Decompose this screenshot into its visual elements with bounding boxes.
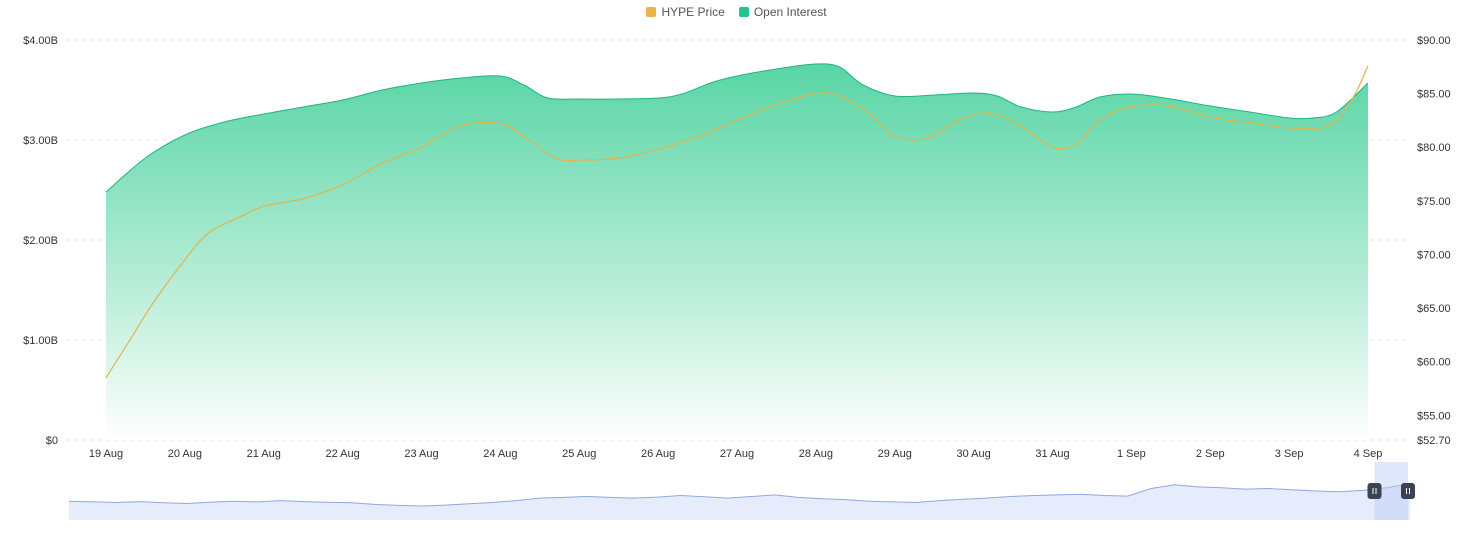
x-tick-label: 22 Aug [325, 448, 359, 460]
x-tick-label: 19 Aug [89, 448, 123, 460]
x-tick-label: 1 Sep [1117, 448, 1146, 460]
x-tick-label: 4 Sep [1354, 448, 1383, 460]
y-axis-right: $52.70 $55.00 $60.00 $65.00 $70.00 $75.00 $80.… [1417, 35, 1451, 447]
x-tick-label: 23 Aug [404, 448, 438, 460]
x-tick-label: 20 Aug [168, 448, 202, 460]
x-tick-label: 27 Aug [720, 448, 754, 460]
y-right-tick-label: $80.00 [1417, 142, 1451, 154]
y-left-tick-label: $1.00B [23, 335, 58, 347]
navigator-area [69, 483, 1410, 520]
plot-area [105, 63, 1369, 440]
x-tick-label: 30 Aug [956, 448, 990, 460]
y-right-tick-label: $75.00 [1417, 196, 1451, 208]
x-tick-label: 3 Sep [1275, 448, 1304, 460]
y-right-tick-label: $85.00 [1417, 89, 1451, 101]
y-right-tick-label: $65.00 [1417, 303, 1451, 315]
chart-legend: HYPE Price Open Interest [0, 5, 1473, 19]
legend-swatch-open-interest [738, 7, 749, 17]
y-axis-left: $0 $1.00B $2.00B $3.00B $4.00B [23, 35, 58, 447]
x-tick-label: 21 Aug [247, 448, 281, 460]
x-tick-label: 25 Aug [562, 448, 596, 460]
y-left-tick-label: $2.00B [23, 235, 58, 247]
x-tick-label: 2 Sep [1196, 448, 1225, 460]
legend-label-open-interest: Open Interest [753, 5, 827, 19]
x-tick-label: 26 Aug [641, 448, 675, 460]
hype-price-line [105, 65, 1369, 379]
navigator-left-handle[interactable] [1367, 483, 1382, 499]
y-right-tick-label: $60.00 [1417, 357, 1451, 369]
x-axis: 19 Aug 20 Aug 21 Aug 22 Aug 23 Aug 24 Aug 25 A… [89, 448, 1383, 460]
legend-label-hype-price: HYPE Price [661, 5, 725, 19]
legend-swatch-hype-price [646, 7, 657, 17]
x-tick-label: 28 Aug [799, 448, 833, 460]
navigator-line [68, 483, 1411, 507]
y-right-tick-label: $70.00 [1417, 249, 1451, 261]
y-right-tick-label: $55.00 [1417, 410, 1451, 422]
open-interest-area [106, 63, 1368, 440]
y-left-tick-label: $4.00B [23, 35, 58, 47]
legend-item-hype-price[interactable]: HYPE Price [646, 5, 725, 19]
y-right-tick-label: $90.00 [1417, 35, 1451, 47]
y-left-tick-label: $0 [46, 435, 58, 447]
y-left-tick-label: $3.00B [23, 135, 58, 147]
navigator-right-handle[interactable] [1401, 483, 1415, 499]
open-interest-line [105, 63, 1369, 193]
x-tick-label: 31 Aug [1035, 448, 1069, 460]
legend-item-open-interest[interactable]: Open Interest [738, 5, 827, 19]
x-tick-label: 29 Aug [878, 448, 912, 460]
x-tick-label: 24 Aug [483, 448, 517, 460]
y-right-tick-label: $52.70 [1417, 435, 1451, 447]
range-navigator[interactable] [68, 462, 1415, 520]
